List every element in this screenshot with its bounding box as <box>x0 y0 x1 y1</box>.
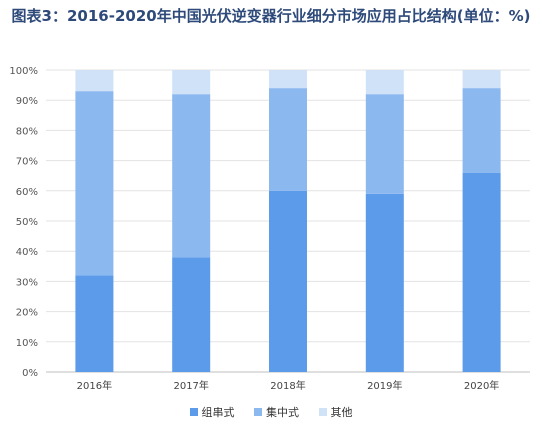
legend-item-string: 组串式 <box>189 404 235 420</box>
bar-segment <box>75 91 114 276</box>
bar-segment <box>75 275 114 372</box>
y-tick-label: 20% <box>16 308 38 319</box>
bar-segment <box>269 88 307 191</box>
y-tick-label: 0% <box>22 368 38 379</box>
legend-item-other: 其他 <box>318 404 353 420</box>
chart-title: 图表3：2016-2020年中国光伏逆变器行业细分市场应用占比结构(单位：%) <box>11 7 531 25</box>
x-tick-label: 2019年 <box>367 379 402 392</box>
bar-segment <box>172 94 211 258</box>
y-tick-label: 70% <box>16 157 38 168</box>
x-tick-label: 2017年 <box>173 379 208 392</box>
legend-label-string: 组串式 <box>201 406 235 419</box>
legend-swatch-other <box>318 408 327 416</box>
bar-segment <box>269 70 307 89</box>
y-tick-label: 80% <box>16 126 38 137</box>
legend-label-central: 集中式 <box>266 406 299 419</box>
bar-segment <box>365 94 404 194</box>
y-tick-label: 50% <box>16 217 38 228</box>
legend-swatch-central <box>254 408 262 416</box>
legend-label-other: 其他 <box>330 406 353 419</box>
x-tick-label: 2016年 <box>77 379 112 392</box>
y-tick-label: 100% <box>9 66 38 77</box>
legend-swatch-string <box>189 408 198 416</box>
x-tick-label: 2020年 <box>464 379 499 392</box>
bar-segment <box>75 70 114 92</box>
bar-segment <box>365 193 404 372</box>
bar-segment <box>172 257 211 372</box>
bar-segment <box>269 190 307 372</box>
bar-segment <box>462 172 501 372</box>
bar-segment <box>172 70 211 95</box>
y-tick-label: 10% <box>16 338 38 349</box>
legend-item-central: 集中式 <box>254 404 299 420</box>
x-tick-label: 2018年 <box>270 379 305 392</box>
bar-segment <box>462 70 501 89</box>
bar-segment <box>462 88 501 173</box>
y-tick-label: 40% <box>16 247 38 258</box>
bar-segment <box>365 70 404 95</box>
y-tick-label: 30% <box>16 277 38 288</box>
y-tick-label: 90% <box>16 96 38 107</box>
y-tick-label: 60% <box>16 187 38 198</box>
legend: 组串式 集中式 其他 <box>0 404 542 420</box>
